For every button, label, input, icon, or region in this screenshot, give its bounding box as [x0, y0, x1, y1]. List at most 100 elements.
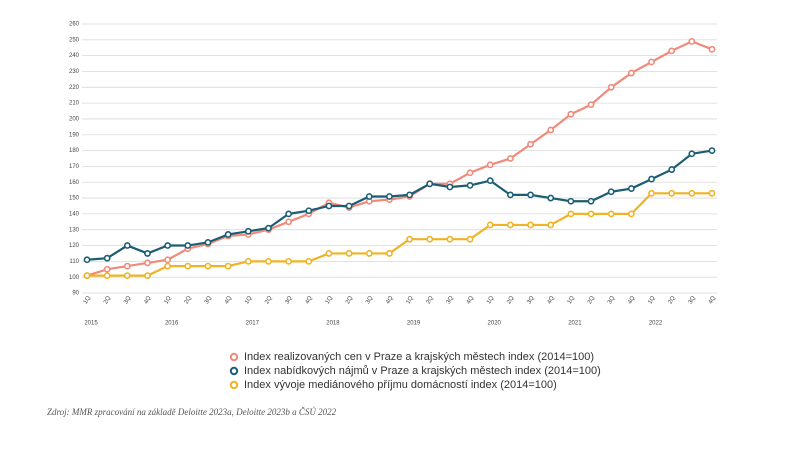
x-tick-label: 3Q [688, 295, 697, 305]
data-point [426, 180, 434, 188]
data-point [285, 210, 293, 218]
data-point [627, 185, 635, 192]
data-point [527, 221, 534, 229]
data-point [607, 83, 615, 91]
legend-label: Index vývoje mediánového příjmu domácnos… [244, 379, 557, 391]
data-point [144, 259, 151, 267]
x-tick-label: 3Q [446, 295, 455, 305]
legend-marker [229, 380, 239, 390]
data-point [83, 256, 91, 264]
data-point [648, 175, 655, 183]
legend-marker [229, 352, 239, 362]
data-point [506, 221, 514, 229]
data-point [103, 265, 111, 273]
y-tick-label: 170 [69, 164, 80, 170]
data-point [547, 194, 555, 202]
data-point [103, 272, 111, 279]
x-tick-label: 2Q [587, 295, 596, 305]
legend-label: Index realizovaných cen v Praze a krajsk… [244, 351, 594, 363]
data-point [466, 169, 474, 177]
x-tick-label: 2Q [264, 295, 273, 305]
data-point [345, 202, 353, 210]
x-tick-label: 2Q [668, 295, 677, 305]
legend-marker [229, 366, 239, 376]
data-point [688, 150, 696, 158]
data-point [486, 161, 494, 169]
data-point [123, 262, 131, 270]
data-point [567, 197, 575, 205]
data-point [285, 257, 293, 265]
year-label: 2021 [568, 321, 582, 327]
year-label: 2018 [326, 321, 340, 327]
y-tick-label: 200 [69, 117, 80, 123]
data-point [164, 242, 172, 249]
data-point [244, 227, 252, 235]
data-point [406, 235, 413, 243]
y-tick-label: 130 [69, 227, 80, 233]
x-tick-label: 1Q [325, 295, 334, 305]
legend-label: Index nabídkových nájmů v Praze a krajsk… [244, 365, 601, 377]
source-note: Zdroj: MMR zpracování na základě Deloitt… [47, 407, 337, 417]
year-label: 2015 [84, 321, 98, 327]
x-tick-label: 3Q [607, 295, 616, 305]
data-point [587, 210, 595, 218]
data-point [345, 250, 353, 257]
data-point [103, 254, 111, 262]
x-tick-label: 4Q [385, 295, 394, 305]
data-point [285, 218, 293, 226]
data-point [144, 250, 151, 257]
data-point [648, 58, 655, 66]
year-label: 2022 [649, 321, 663, 327]
x-tick-label: 4Q [466, 295, 475, 305]
data-point [567, 210, 575, 218]
x-tick-label: 4Q [627, 295, 636, 305]
year-label: 2019 [407, 321, 421, 327]
y-tick-label: 100 [69, 275, 80, 281]
data-point [668, 189, 676, 197]
data-point [486, 221, 494, 229]
x-tick-label: 1Q [647, 295, 656, 305]
data-point [547, 221, 555, 229]
y-tick-label: 190 [69, 132, 80, 138]
x-tick-label: 1Q [164, 295, 173, 305]
data-point [305, 207, 313, 215]
x-tick-label: 1Q [567, 295, 576, 305]
data-point [668, 166, 676, 173]
y-tick-label: 210 [69, 101, 80, 107]
data-point [627, 210, 635, 218]
x-tick-label: 2Q [506, 295, 515, 305]
data-point [386, 250, 393, 257]
x-tick-label: 4Q [224, 295, 233, 305]
data-point [426, 235, 434, 243]
x-tick-label: 3Q [526, 295, 535, 305]
x-tick-label: 4Q [547, 295, 556, 305]
x-tick-label: 2Q [345, 295, 354, 305]
x-tick-label: 1Q [486, 295, 495, 305]
data-point [587, 101, 595, 109]
year-label: 2017 [246, 321, 260, 327]
y-tick-label: 90 [72, 291, 79, 297]
data-point [244, 257, 252, 265]
data-point [123, 272, 131, 279]
data-point [265, 257, 272, 265]
data-point [708, 45, 716, 53]
y-tick-label: 150 [69, 196, 80, 202]
y-tick-label: 220 [69, 85, 80, 91]
data-point [607, 210, 615, 218]
series-line [86, 149, 713, 261]
data-point [406, 191, 413, 199]
x-tick-label: 1Q [83, 295, 92, 305]
y-tick-label: 110 [69, 259, 79, 265]
data-point [305, 257, 313, 265]
x-tick-label: 1Q [405, 295, 414, 305]
x-tick-label: 3Q [365, 295, 374, 305]
x-tick-label: 1Q [244, 295, 253, 305]
data-point [224, 262, 232, 270]
data-point [446, 183, 454, 191]
data-point [627, 69, 635, 77]
data-point [708, 147, 716, 154]
data-point [365, 250, 373, 257]
data-point [466, 235, 474, 243]
x-tick-label: 3Q [123, 295, 132, 305]
